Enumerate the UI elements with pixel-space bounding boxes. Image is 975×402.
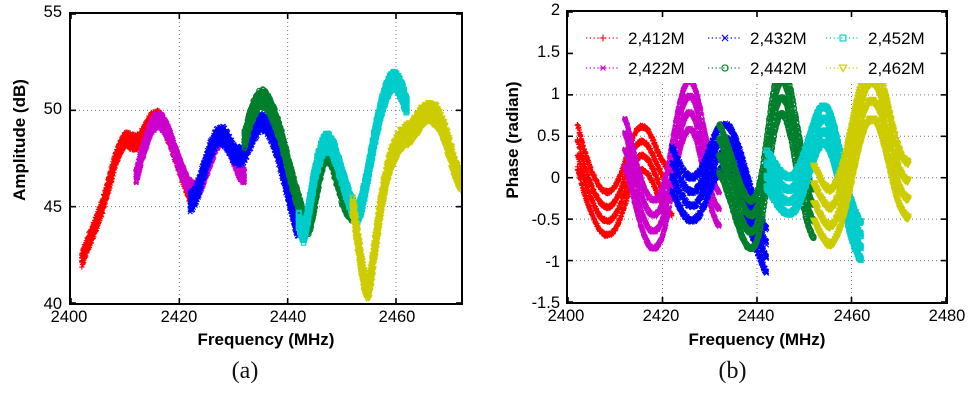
legend-entry: 2,442M <box>708 59 807 78</box>
x-tick-b-2: 2440 <box>721 307 791 326</box>
x-axis-label-b: Frequency (MHz) <box>566 330 948 350</box>
plot-area-phase: 2,412M 2,432M 2,452M 2,422M 2,442M 2,462M <box>566 10 948 304</box>
y-tick-b-2: -0.5 <box>500 211 560 230</box>
amplitude-scatter-canvas <box>71 14 461 303</box>
x-tick-a-3: 2460 <box>362 308 432 327</box>
legend[interactable]: 2,412M 2,432M 2,452M 2,422M 2,442M 2,462M <box>568 12 946 302</box>
subfigure-caption-a: (a) <box>0 358 490 385</box>
subfigure-caption-b: (b) <box>490 358 975 385</box>
x-tick-a-2: 2440 <box>253 308 323 327</box>
panel-amplitude: Amplitude (dB) Frequency (MHz) 55 50 45 … <box>0 3 490 385</box>
y-tick-a-1: 50 <box>9 100 62 119</box>
legend-label: 2,422M <box>628 59 685 78</box>
phase-scatter-canvas <box>568 12 946 302</box>
legend-label: 2,432M <box>750 29 807 48</box>
legend-entry: 2,432M <box>708 29 807 48</box>
y-tick-b-5: 1 <box>506 85 560 104</box>
x-tick-b-1: 2420 <box>626 307 696 326</box>
y-tick-a-2: 45 <box>9 198 62 217</box>
x-tick-b-0: 2400 <box>531 307 601 326</box>
y-axis-label-a: Amplitude (dB) <box>10 60 30 220</box>
y-tick-b-0: -1.5 <box>500 294 560 313</box>
y-tick-b-6: 1.5 <box>506 43 560 62</box>
legend-entry: 2,462M <box>826 59 925 78</box>
x-tick-a-0: 2400 <box>34 308 104 327</box>
legend-entry: 2,412M <box>586 29 685 48</box>
legend-label: 2,412M <box>628 29 685 48</box>
x-tick-a-1: 2420 <box>144 308 214 327</box>
legend-label: 2,462M <box>868 59 925 78</box>
panel-phase: Phase (radian) Frequency (MHz) 2 1.5 1 0… <box>490 0 975 402</box>
legend-entry: 2,452M <box>826 29 925 48</box>
y-tick-b-7: 2 <box>506 1 560 20</box>
legend-label: 2,452M <box>868 29 925 48</box>
y-tick-b-1: -1 <box>500 253 560 272</box>
y-tick-a-3: 40 <box>9 295 62 314</box>
y-tick-b-3: 0 <box>506 169 560 188</box>
legend-label: 2,442M <box>750 59 807 78</box>
y-tick-b-4: 0.5 <box>506 127 560 146</box>
legend-entry: 2,422M <box>586 59 685 78</box>
x-tick-b-3: 2460 <box>817 307 887 326</box>
plot-area-amplitude <box>69 12 463 305</box>
x-axis-label-a: Frequency (MHz) <box>69 330 463 350</box>
y-tick-a-0: 55 <box>9 3 62 22</box>
x-tick-b-4: 2480 <box>912 307 975 326</box>
